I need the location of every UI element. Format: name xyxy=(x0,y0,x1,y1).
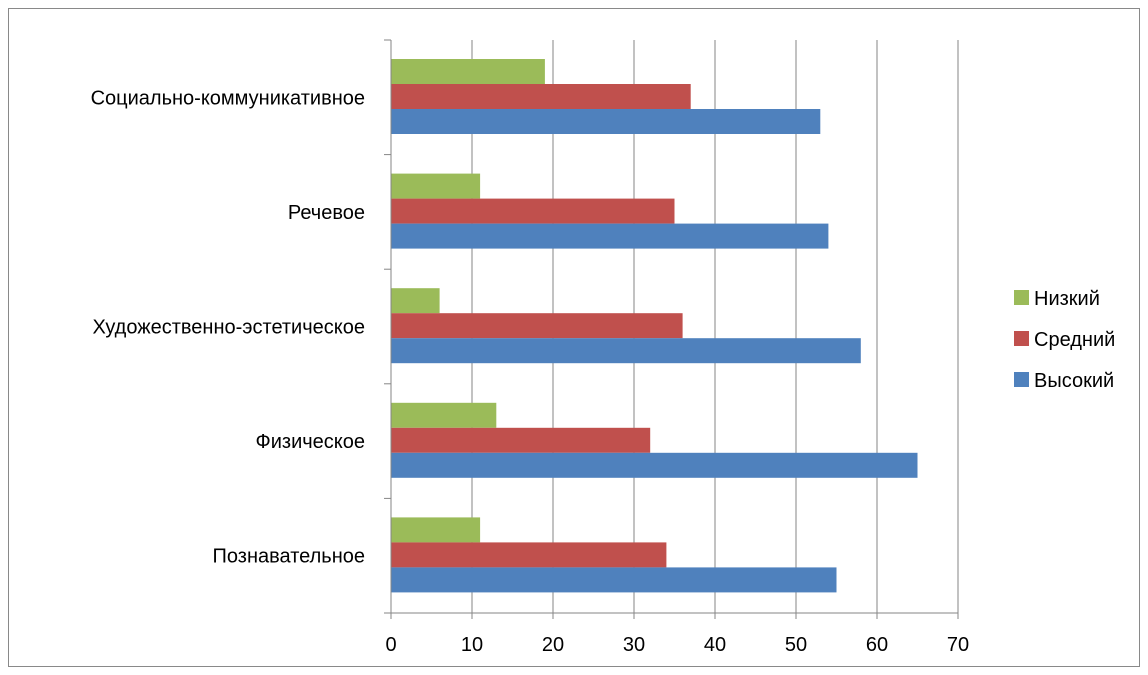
bar-Средний-3 xyxy=(391,427,651,453)
y-category-label: Познавательное xyxy=(213,546,365,568)
x-tick-label: 50 xyxy=(785,634,807,656)
legend-swatch-Средний xyxy=(1014,331,1029,346)
x-tick-label: 20 xyxy=(542,634,564,656)
bar-Высокий-1 xyxy=(391,223,829,249)
bar-Средний-4 xyxy=(391,542,667,568)
legend: Низкий Средний Высокий xyxy=(1014,288,1115,392)
x-tick-label: 70 xyxy=(947,634,969,656)
x-tick-label: 0 xyxy=(385,634,396,656)
bar-Средний-2 xyxy=(391,313,683,339)
y-category-label: Социально-коммуникативное xyxy=(91,87,365,109)
bar-Средний-1 xyxy=(391,198,675,224)
y-category-label: Речевое xyxy=(288,202,365,224)
bar-Высокий-3 xyxy=(391,452,918,478)
tick-labels: 0 10 20 30 40 50 60 70 Социально-коммуникативное… xyxy=(91,87,970,656)
axes xyxy=(384,39,959,619)
bar-Средний-0 xyxy=(391,84,691,109)
legend-label: Низкий xyxy=(1034,288,1100,310)
bar-Высокий-0 xyxy=(391,109,821,134)
x-tick-label: 30 xyxy=(623,634,645,656)
x-tick-label: 40 xyxy=(704,634,726,656)
bar-Низкий-2 xyxy=(391,288,440,314)
x-tick-label: 10 xyxy=(461,634,483,656)
y-category-label: Физическое xyxy=(256,431,365,453)
bar-Низкий-1 xyxy=(391,173,481,199)
bar-Низкий-0 xyxy=(391,59,545,84)
bar-Высокий-2 xyxy=(391,338,861,364)
legend-label: Средний xyxy=(1034,329,1115,351)
legend-swatch-Высокий xyxy=(1014,372,1029,387)
bars xyxy=(391,59,918,593)
bar-Низкий-3 xyxy=(391,402,497,428)
y-category-label: Художественно-эстетическое xyxy=(92,317,365,339)
bar-Низкий-4 xyxy=(391,517,481,543)
legend-swatch-Низкий xyxy=(1014,290,1029,305)
legend-label: Высокий xyxy=(1034,370,1114,392)
bar-Высокий-4 xyxy=(391,567,837,593)
x-tick-label: 60 xyxy=(866,634,888,656)
